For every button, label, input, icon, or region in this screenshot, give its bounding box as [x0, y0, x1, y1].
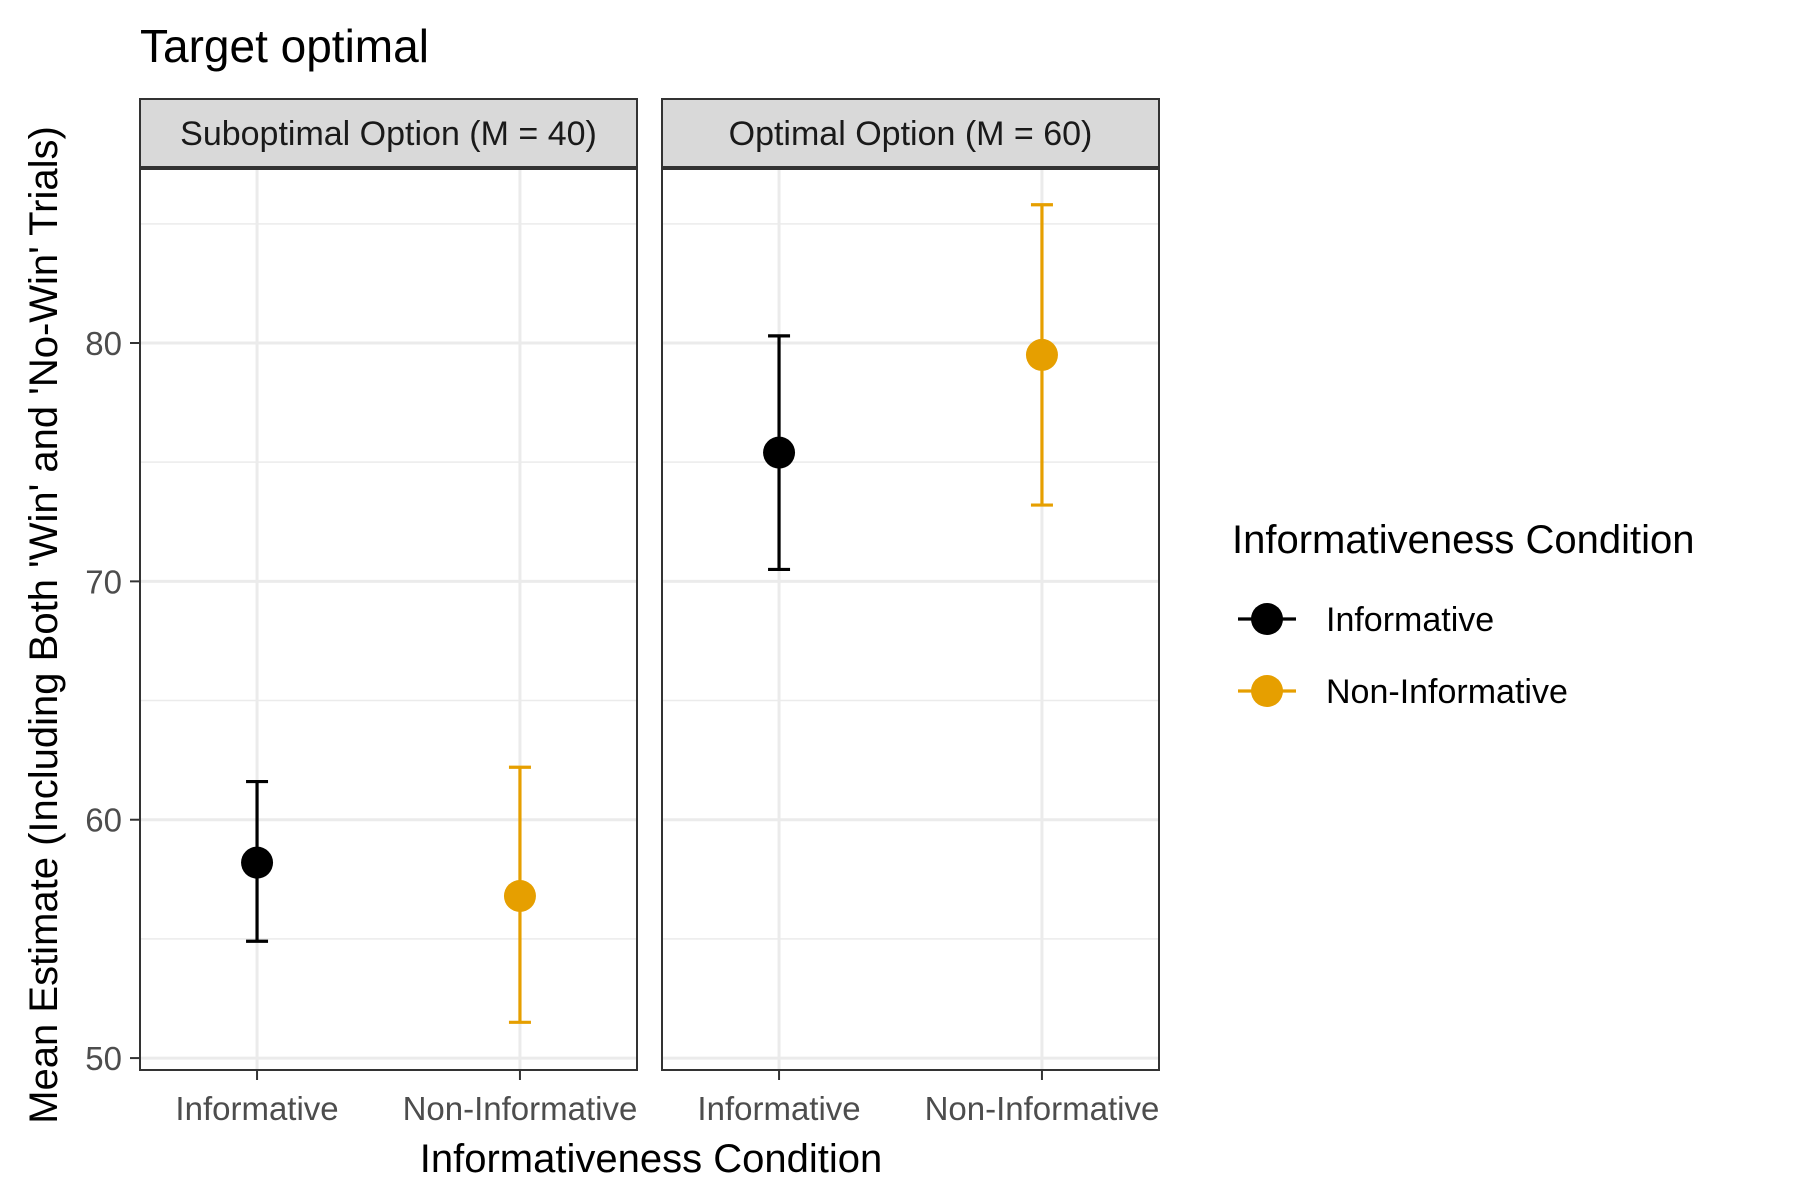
legend-title: Informativeness Condition	[1232, 518, 1694, 562]
legend-items: Informative Non-Informative	[1238, 601, 1568, 711]
panel-border	[661, 168, 1160, 1071]
x-axis-label: Informativeness Condition	[420, 1137, 882, 1181]
x-tick-label: Non-Informative	[925, 1090, 1160, 1127]
data-point-group	[1025, 203, 1058, 507]
x-tick-label: Non-Informative	[403, 1090, 638, 1127]
facet-strip	[661, 98, 1160, 168]
legend-item-label: Informative	[1326, 601, 1494, 639]
legend-item: Non-Informative	[1238, 673, 1568, 711]
facet-panel-1: Suboptimal Option (M = 40) Informative Non…	[139, 98, 638, 1127]
legend: Informativeness Condition Informative Non…	[1232, 518, 1694, 711]
panel-border	[139, 168, 638, 1071]
data-point	[503, 879, 536, 912]
chart-title: Target optimal	[140, 20, 429, 72]
facet-strip-label: Optimal Option (M = 60)	[729, 115, 1093, 153]
x-tick-label: Informative	[175, 1090, 338, 1127]
y-axis: 50 60 70 80	[85, 325, 140, 1077]
legend-item: Informative	[1238, 601, 1494, 639]
data-point	[763, 436, 796, 469]
data-point-group	[763, 334, 796, 572]
data-point	[1025, 338, 1058, 371]
y-tick-label: 70	[85, 563, 122, 600]
legend-item-label: Non-Informative	[1326, 673, 1568, 711]
facet-panel-2: Optimal Option (M = 60) Informative Non-In…	[661, 98, 1160, 1127]
panel-background	[140, 169, 637, 1070]
data-point-group	[503, 765, 536, 1024]
facet-panels: Suboptimal Option (M = 40) Informative Non…	[139, 98, 1160, 1127]
data-point-group	[241, 779, 274, 943]
y-tick-label: 60	[85, 802, 122, 839]
y-tick-label: 80	[85, 325, 122, 362]
facet-strip-label: Suboptimal Option (M = 40)	[180, 115, 597, 153]
data-point	[241, 846, 274, 879]
x-tick-label: Informative	[697, 1090, 860, 1127]
legend-key-point	[1251, 603, 1283, 635]
y-tick-label: 50	[85, 1040, 122, 1077]
facet-strip	[139, 98, 638, 168]
panel-background	[662, 169, 1159, 1070]
legend-key-point	[1251, 675, 1283, 707]
y-axis-label: Mean Estimate (Including Both 'Win' and …	[22, 126, 66, 1124]
